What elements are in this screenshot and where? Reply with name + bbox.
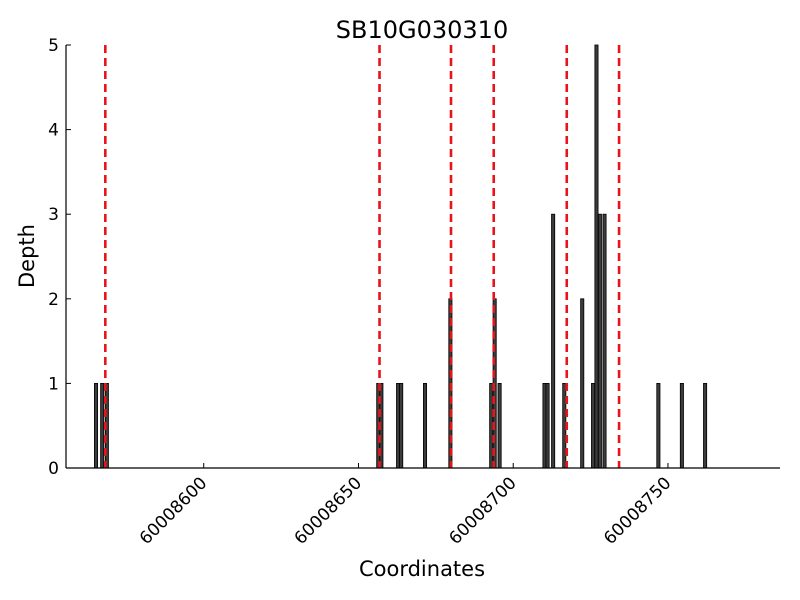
- depth-bar-14: [551, 213, 556, 469]
- depth-bar-17: [591, 382, 596, 469]
- depth-bar-21: [656, 382, 661, 469]
- y-tick-label-1: 1: [48, 374, 59, 394]
- depth-bar-18: [594, 44, 599, 469]
- x-tick-label-3: 60008750: [600, 473, 675, 548]
- y-tick-label-0: 0: [48, 459, 59, 479]
- depth-bar-0: [94, 382, 99, 469]
- y-tick-label-3: 3: [48, 205, 59, 225]
- x-tick-label-2: 60008700: [445, 473, 520, 548]
- chart-title: SB10G030310: [336, 16, 508, 44]
- depth-bar-15: [562, 382, 567, 469]
- depth-bar-1: [100, 382, 105, 469]
- depth-bar-9: [489, 382, 494, 469]
- x-tick-label-0: 60008600: [136, 473, 211, 548]
- x-axis-label: Coordinates: [359, 557, 485, 581]
- ticks-layer: 0 1 2 3 4 5 60008600 60008650 60008700 60008750: [48, 36, 675, 549]
- markers-layer: [104, 45, 621, 468]
- depth-bar-7: [423, 382, 428, 469]
- depth-bar-23: [703, 382, 708, 469]
- depth-bar-13: [545, 382, 550, 469]
- y-tick-label-5: 5: [48, 36, 59, 56]
- depth-bar-11: [497, 382, 502, 469]
- depth-bar-22: [679, 382, 684, 469]
- bars-layer: [94, 44, 708, 469]
- y-axis-label: Depth: [15, 224, 39, 288]
- y-tick-label-2: 2: [48, 290, 59, 310]
- axes-layer: [65, 45, 780, 469]
- depth-bar-6: [399, 382, 404, 469]
- depth-bar-19: [597, 213, 602, 469]
- depth-bar-20: [602, 213, 607, 469]
- x-tick-label-1: 60008650: [291, 473, 366, 548]
- depth-bar-16: [580, 298, 585, 469]
- y-tick-label-4: 4: [48, 121, 59, 141]
